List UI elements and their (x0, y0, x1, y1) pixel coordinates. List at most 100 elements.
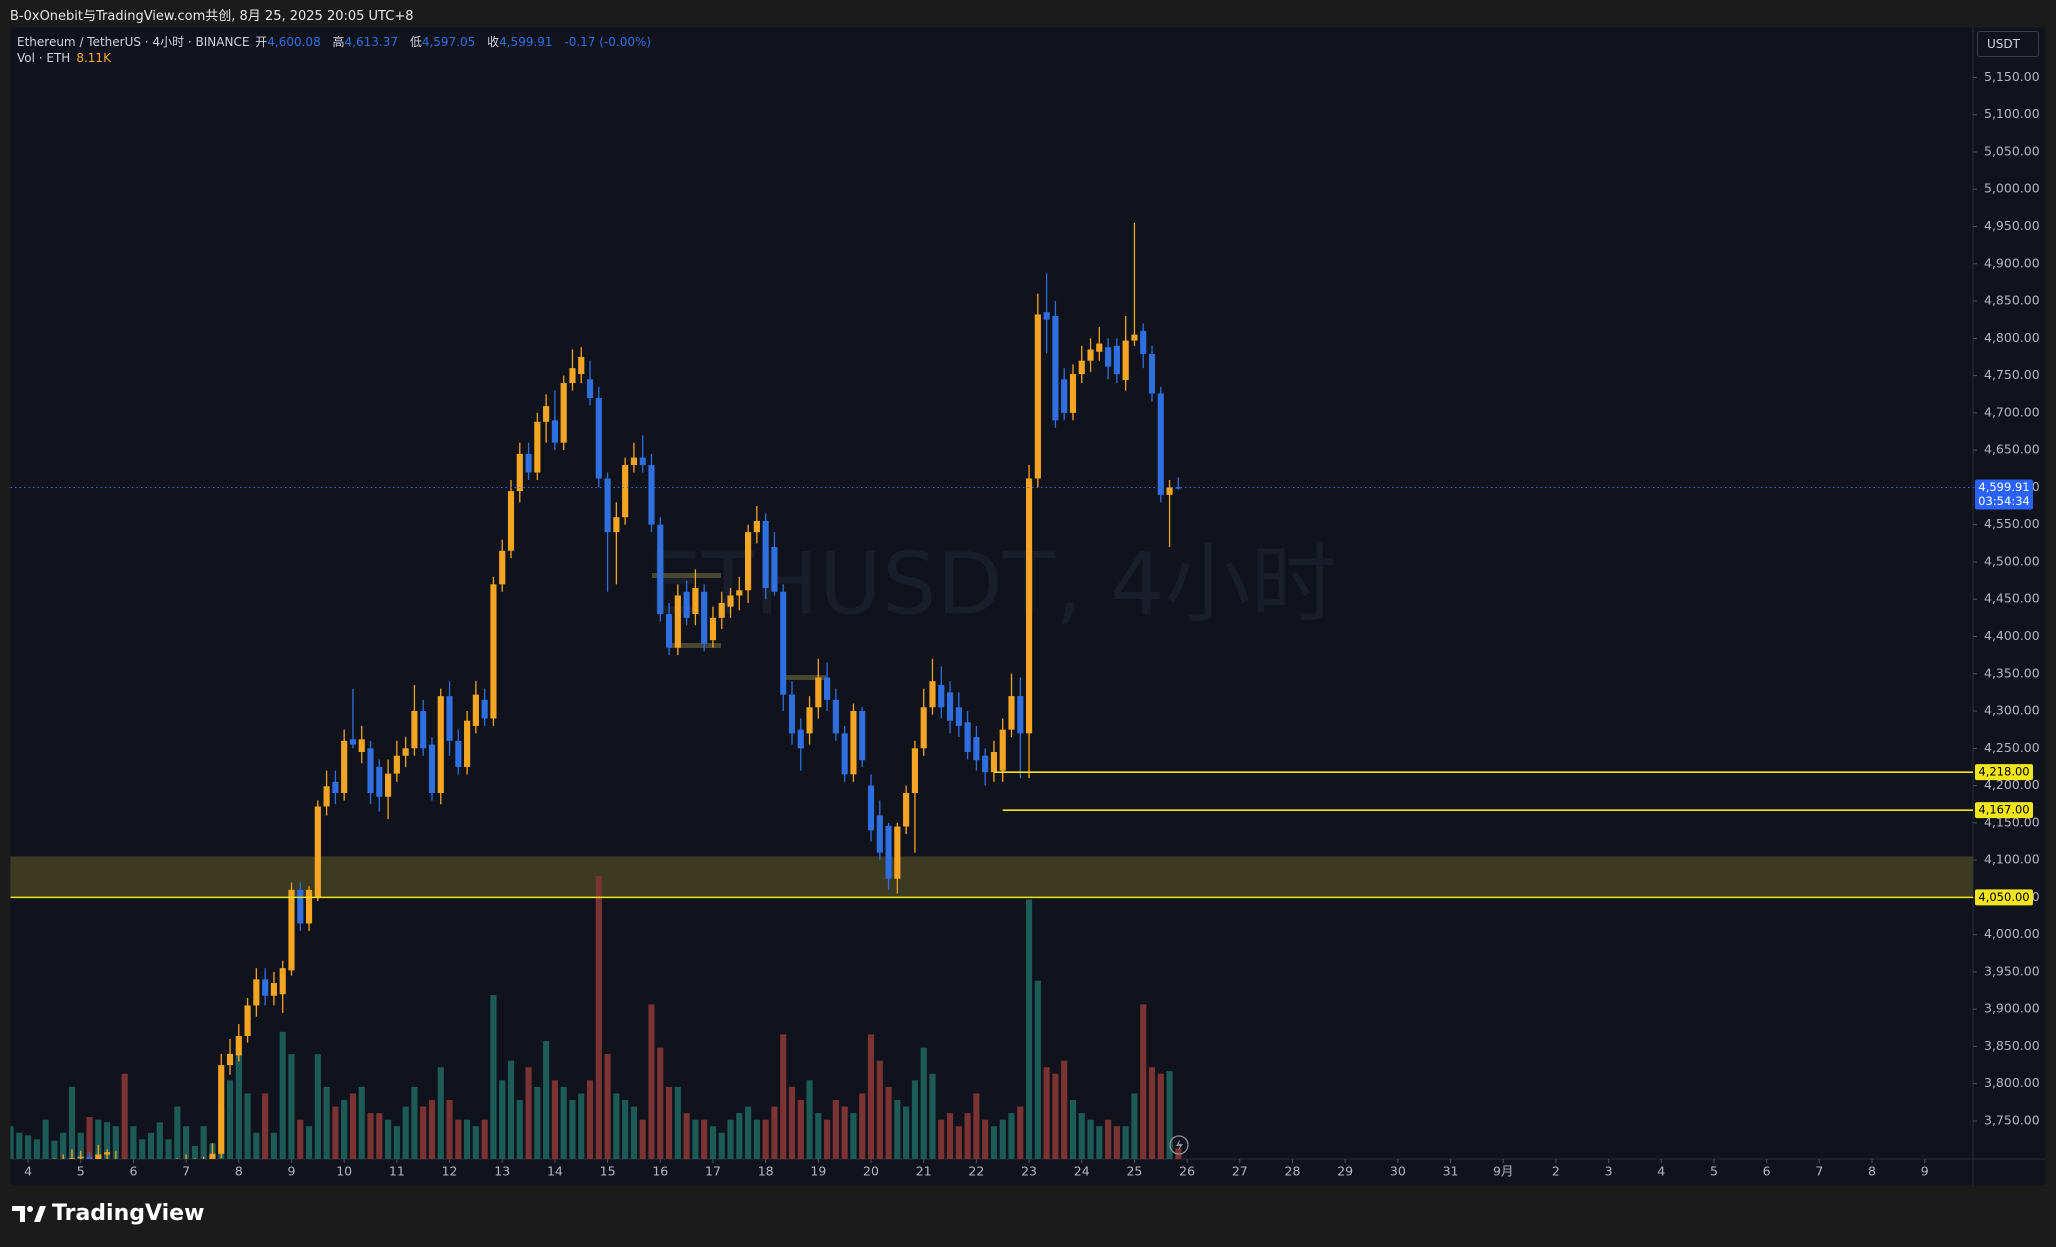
candle-body (464, 720, 471, 767)
candle-body (472, 694, 479, 726)
volume-bar (121, 1073, 128, 1159)
ohlc-value: 4,599.91 (499, 35, 553, 49)
candle-body (288, 889, 295, 971)
volume-bar (560, 1086, 567, 1159)
y-tick-label: 3,800.00 (1984, 1075, 2040, 1090)
currency-button[interactable]: USDT (1977, 31, 2039, 57)
x-tick-label: 10 (336, 1164, 352, 1179)
volume-bar (1140, 1004, 1147, 1159)
candle-body (665, 614, 673, 648)
y-tick-label: 4,200.00 (1984, 777, 2040, 792)
candle-body (797, 729, 804, 749)
x-tick-label: 28 (1285, 1164, 1301, 1179)
volume-bar (613, 1093, 620, 1159)
candle-body (604, 478, 611, 533)
candle-body (428, 744, 436, 794)
volume-bar (358, 1086, 365, 1159)
price-tag (1975, 889, 2033, 906)
candle-body (911, 748, 918, 794)
candle-body (104, 1152, 111, 1155)
y-tick-label: 4,950.00 (1984, 218, 2040, 233)
x-tick-label: 2 (1552, 1164, 1560, 1179)
volume-bar (349, 1093, 357, 1159)
replay-icon-bolt (1176, 1139, 1183, 1151)
candle-body (279, 968, 286, 995)
volume-bar (841, 1106, 848, 1159)
price-tag-label: 4,050.00 (1978, 890, 2029, 904)
volume-bar (938, 1119, 945, 1159)
replay-icon[interactable] (1169, 1135, 1189, 1155)
volume-bar (824, 1119, 831, 1159)
candle-body (639, 457, 646, 466)
x-tick-label: 3 (1605, 1164, 1613, 1179)
x-tick-label: 6 (1763, 1164, 1771, 1179)
candle-body (534, 421, 541, 473)
candle-body (253, 979, 260, 1006)
volume-bar (797, 1099, 804, 1159)
volume-bar (1034, 980, 1041, 1159)
y-tick-label: 4,350.00 (1984, 665, 2040, 680)
candle-body (1061, 379, 1068, 413)
volume-bar (1096, 1126, 1103, 1159)
candle-body (446, 696, 453, 741)
x-tick-label: 12 (442, 1164, 458, 1179)
volume-bar (578, 1093, 585, 1159)
candle-body (358, 739, 365, 753)
candle-body (727, 595, 734, 607)
volume-bar (1087, 1119, 1094, 1159)
volume-bar (1157, 1073, 1164, 1159)
volume-bar (1061, 1060, 1068, 1159)
y-tick-label: 4,900.00 (1984, 255, 2040, 270)
volume-title: Vol · ETH (17, 51, 71, 65)
candle-body (551, 420, 558, 443)
candle-body (964, 722, 971, 753)
drawing-marker (783, 675, 826, 680)
volume-bar (288, 1054, 295, 1159)
volume-bar (516, 1099, 523, 1159)
candle-body (437, 696, 444, 794)
y-tick-label: 4,800.00 (1984, 330, 2040, 345)
volume-bar (411, 1086, 418, 1159)
volume-bar (200, 1126, 207, 1159)
volume-bar (859, 1093, 866, 1159)
candle-body (630, 457, 638, 466)
symbol-title: Ethereum / TetherUS · 4小时 · BINANCE (17, 35, 250, 49)
candle-body (1096, 343, 1103, 352)
candle-body (780, 591, 787, 695)
brand-logo (12, 1205, 46, 1222)
candle-body (613, 517, 620, 533)
volume-bar (24, 1135, 32, 1159)
candle-body (323, 786, 330, 807)
change: -0.17 (-0.00%) (564, 35, 652, 49)
y-tick-label: 4,550.00 (1984, 516, 2040, 531)
candle-body (701, 591, 708, 644)
candle-body (218, 1065, 225, 1154)
volume-bar (490, 995, 497, 1159)
volume-bar (903, 1106, 910, 1159)
candle-body (209, 1153, 216, 1159)
volume-bar (1113, 1126, 1120, 1159)
volume-bar (1131, 1093, 1138, 1159)
candle-body (455, 740, 462, 767)
brand: TradingView (12, 1201, 204, 1226)
x-tick-label: 31 (1443, 1164, 1459, 1179)
candle-body (850, 711, 857, 775)
volume-bar (253, 1132, 260, 1159)
candle-body (499, 550, 506, 585)
y-tick-label: 4,450.00 (1984, 591, 2040, 606)
candle-body (648, 465, 655, 525)
y-tick-label: 4,850.00 (1984, 293, 2040, 308)
volume-bar (674, 1086, 681, 1159)
candle-body (903, 793, 910, 827)
volume-bar (305, 1126, 313, 1159)
volume-bar (1166, 1071, 1173, 1159)
volume-bar (402, 1106, 409, 1159)
volume-bar (639, 1119, 646, 1159)
candle-body (1052, 315, 1059, 421)
x-tick-label: 8 (235, 1164, 243, 1179)
price-tag-label: 4,167.00 (1978, 803, 2029, 817)
candle-body (1025, 478, 1033, 734)
candle-body (314, 806, 321, 898)
volume-bar (1043, 1067, 1050, 1159)
legend: Ethereum / TetherUS · 4小时 · BINANCE 开4,6… (17, 33, 659, 50)
